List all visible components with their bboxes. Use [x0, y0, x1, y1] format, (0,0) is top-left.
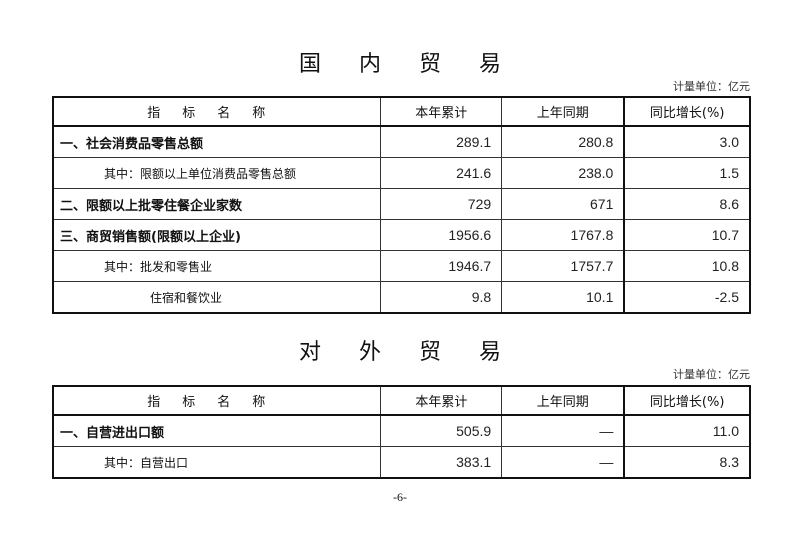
indicator-name: 其中：批发和零售业: [52, 250, 382, 282]
growth-rate-value: 8.3: [623, 446, 751, 479]
current-year-value: 241.6: [380, 157, 503, 189]
previous-year-value: 10.1: [501, 281, 625, 314]
current-year-value: 505.9: [380, 414, 503, 447]
growth-rate-value: 8.6: [623, 188, 751, 220]
growth-rate-value: 10.8: [623, 250, 751, 282]
growth-rate-value: 1.5: [623, 157, 751, 189]
table-row: 其中：自营出口 383.1—8.3: [52, 446, 751, 479]
previous-year-value: 1767.8: [501, 219, 625, 251]
previous-year-value: 671: [501, 188, 625, 220]
column-header: 上年同期: [501, 96, 625, 127]
table-row: 二、限额以上批零住餐企业家数 729 671 8.6: [52, 188, 751, 220]
previous-year-value: —: [501, 446, 625, 479]
title-char: 外: [358, 340, 381, 365]
page-number: -6-: [393, 490, 407, 504]
column-header: 同比增长(%): [623, 96, 751, 127]
title-char: 内: [358, 52, 381, 77]
title-char: 对: [298, 340, 321, 365]
indicator-name: 一、社会消费品零售总额: [52, 125, 382, 158]
title-char: 易: [479, 52, 502, 77]
column-header: 上年同期: [501, 385, 625, 416]
previous-year-value: —: [501, 414, 625, 447]
header-row: 指标名称 本年累计 上年同期 同比增长(%): [52, 385, 751, 416]
indicator-name: 住宿和餐饮业: [52, 281, 382, 314]
previous-year-value: 238.0: [501, 157, 625, 189]
table-row: 一、社会消费品零售总额 289.1 280.8 3.0: [52, 125, 751, 158]
current-year-value: 1956.6: [380, 219, 503, 251]
current-year-value: 729: [380, 188, 503, 220]
table-row: 其中：批发和零售业 1946.7 1757.7 10.8: [52, 250, 751, 282]
title-char: 贸: [419, 52, 442, 77]
indicator-name: 一、自营进出口额: [52, 414, 382, 447]
domestic-unit-label: 计量单位：亿元: [673, 80, 750, 93]
indicator-name: 其中：自营出口: [52, 446, 382, 479]
column-header: 指标名称: [52, 96, 382, 127]
domestic-trade-table: 指标名称 本年累计 上年同期 同比增长(%) 一、社会消费品零售总额 289.1 280.8…: [52, 96, 751, 314]
growth-rate-value: -2.5: [623, 281, 751, 314]
previous-year-value: 280.8: [501, 125, 625, 158]
title-char: 贸: [419, 340, 442, 365]
growth-rate-value: 10.7: [623, 219, 751, 251]
table-row: 一、自营进出口额 505.9—11.0: [52, 414, 751, 447]
current-year-value: 383.1: [380, 446, 503, 479]
column-header: 同比增长(%): [623, 385, 751, 416]
indicator-name: 其中：限额以上单位消费品零售总额: [52, 157, 382, 189]
previous-year-value: 1757.7: [501, 250, 625, 282]
title-char: 易: [479, 340, 502, 365]
growth-rate-value: 11.0: [623, 414, 751, 447]
growth-rate-value: 3.0: [623, 125, 751, 158]
table-row: 三、商贸销售额(限额以上企业) 1956.6 1767.8 10.7: [52, 219, 751, 251]
column-header: 指标名称: [52, 385, 382, 416]
table-row: 住宿和餐饮业 9.8 10.1 -2.5: [52, 281, 751, 314]
column-header: 本年累计: [380, 96, 503, 127]
title-char: 国: [298, 52, 321, 77]
current-year-value: 289.1: [380, 125, 503, 158]
foreign-unit-label: 计量单位：亿元: [673, 368, 750, 381]
indicator-name: 二、限额以上批零住餐企业家数: [52, 188, 382, 220]
foreign-trade-title: 对外贸易: [0, 334, 800, 366]
indicator-name: 三、商贸销售额(限额以上企业): [52, 219, 382, 251]
current-year-value: 9.8: [380, 281, 503, 314]
domestic-trade-title: 国内贸易: [0, 46, 800, 78]
column-header: 本年累计: [380, 385, 503, 416]
table-row: 其中：限额以上单位消费品零售总额 241.6 238.0 1.5: [52, 157, 751, 189]
current-year-value: 1946.7: [380, 250, 503, 282]
header-row: 指标名称 本年累计 上年同期 同比增长(%): [52, 96, 751, 127]
foreign-trade-table: 指标名称 本年累计 上年同期 同比增长(%) 一、自营进出口额 505.9—11.0 其中：…: [52, 385, 751, 479]
